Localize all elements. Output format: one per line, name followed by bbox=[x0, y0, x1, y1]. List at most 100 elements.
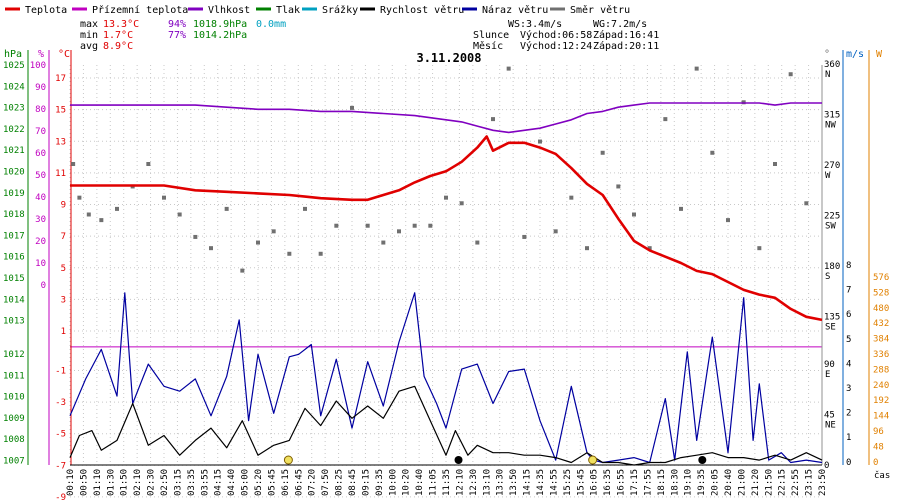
x-tick-label: 00:50 bbox=[79, 469, 89, 496]
wind-dir-point bbox=[553, 229, 558, 234]
wind-dir-point bbox=[757, 246, 762, 251]
legend-label-rain: Srážky bbox=[322, 4, 358, 16]
x-tick-label: 03:15 bbox=[173, 469, 183, 496]
x-tick-label: 01:50 bbox=[120, 469, 130, 496]
stat-min-label: min bbox=[80, 30, 98, 41]
wind-dir-point bbox=[287, 251, 292, 256]
dir-tick-label: 270 bbox=[824, 161, 840, 171]
hpa-tick-label: 1009 bbox=[3, 414, 25, 424]
x-tick-label: 15:45 bbox=[576, 469, 586, 496]
wind-dir-point bbox=[444, 195, 448, 200]
wind-dir-point bbox=[71, 162, 76, 166]
wind-dir-point bbox=[412, 223, 417, 228]
axis-deg-title: ° bbox=[824, 49, 830, 60]
x-tick-label: 16:05 bbox=[590, 469, 600, 496]
wind-dir-point bbox=[694, 66, 699, 71]
x-tick-label: 14:55 bbox=[549, 469, 559, 496]
hpa-tick-label: 1011 bbox=[3, 371, 25, 381]
x-tick-label: 09:35 bbox=[375, 469, 385, 496]
hpa-tick-label: 1017 bbox=[3, 231, 25, 241]
stat-avg-label: avg bbox=[80, 41, 98, 52]
w-tick-label: 576 bbox=[873, 273, 889, 283]
x-tick-label: 22:15 bbox=[778, 469, 788, 496]
temp-tick-label: 1 bbox=[61, 327, 66, 337]
temp-tick-label: 7 bbox=[61, 232, 66, 242]
sun-label: Slunce bbox=[473, 30, 509, 41]
dir-name-label: SE bbox=[825, 323, 836, 333]
x-tick-label: 20:05 bbox=[711, 469, 721, 496]
chart-title: 3.11.2008 bbox=[416, 51, 481, 65]
x-tick-label: 23:15 bbox=[805, 469, 815, 496]
hpa-tick-label: 1019 bbox=[3, 189, 25, 199]
x-tick-label: 10:40 bbox=[415, 469, 425, 496]
x-tick-label: 13:50 bbox=[509, 469, 519, 496]
temp-tick-label: 15 bbox=[55, 106, 66, 116]
axis-w-title: W bbox=[876, 49, 883, 60]
temp-tick-label: -9 bbox=[55, 493, 66, 500]
series-temperature bbox=[70, 135, 823, 322]
wind-dir-point bbox=[710, 150, 715, 155]
x-tick-label: 10:00 bbox=[388, 469, 398, 496]
sun-set: Západ:16:41 bbox=[593, 29, 659, 41]
axes: 1715131197531-1-3-5-7-910251024102310221… bbox=[3, 50, 889, 503]
dir-tick-label: 45 bbox=[824, 411, 835, 421]
x-tick-label: 06:15 bbox=[281, 469, 291, 496]
wind-dir-point bbox=[647, 246, 652, 251]
wind-dir-point bbox=[77, 195, 82, 200]
hpa-tick-label: 1025 bbox=[3, 61, 25, 71]
moon-marker bbox=[454, 456, 463, 464]
x-tick-label: 17:55 bbox=[643, 469, 653, 496]
temp-tick-label: -1 bbox=[55, 367, 66, 377]
wind-dir-point bbox=[350, 105, 354, 110]
x-tick-label: 01:10 bbox=[93, 469, 103, 496]
wind-dir-point bbox=[146, 162, 151, 166]
stat-max-temp: 13.3°C bbox=[103, 19, 139, 30]
dir-tick-label: 225 bbox=[824, 212, 840, 222]
x-tick-label: 14:15 bbox=[523, 469, 533, 496]
x-tick-label: 21:20 bbox=[751, 469, 761, 496]
ms-tick-label: 4 bbox=[846, 359, 851, 369]
temp-tick-label: -3 bbox=[55, 398, 66, 408]
x-tick-label: 04:40 bbox=[227, 469, 237, 496]
x-tick-label: 05:20 bbox=[254, 469, 264, 496]
ms-tick-label: 3 bbox=[846, 384, 851, 394]
w-tick-label: 48 bbox=[873, 442, 884, 452]
temp-tick-label: 11 bbox=[55, 169, 66, 179]
x-tick-label: 00:10 bbox=[66, 469, 76, 496]
wind-dir-point bbox=[475, 240, 480, 245]
hpa-tick-label: 1013 bbox=[3, 317, 25, 327]
x-axis-ticks: 00:10 00:50 01:10 01:30 01:50 02:10 02:30 02:50… bbox=[66, 469, 828, 496]
moon-marker bbox=[698, 456, 707, 464]
x-tick-label: 18:15 bbox=[657, 469, 667, 496]
wind-dir-point bbox=[365, 223, 370, 228]
stat-max-press: 1018.9hPa bbox=[193, 19, 247, 30]
wind-dir-point bbox=[240, 268, 245, 273]
ms-tick-label: 8 bbox=[846, 261, 851, 271]
axis-hpa-title: hPa bbox=[4, 49, 22, 60]
wind-dir-point bbox=[632, 212, 636, 217]
dir-name-label: SW bbox=[825, 222, 836, 232]
temp-tick-label: 9 bbox=[61, 201, 66, 211]
x-tick-label: 22:55 bbox=[791, 469, 801, 496]
pct-tick-label: 40 bbox=[35, 193, 46, 203]
pct-tick-label: 20 bbox=[35, 237, 46, 247]
dir-name-label: N bbox=[825, 70, 830, 80]
x-tick-label: 13:30 bbox=[496, 469, 506, 496]
grid bbox=[69, 65, 823, 498]
wind-dir-point bbox=[303, 206, 307, 211]
dir-name-label: S bbox=[825, 272, 830, 282]
x-tick-label: 12:30 bbox=[469, 469, 479, 496]
wind-stat-wg: WG:7.2m/s bbox=[593, 19, 647, 30]
ms-tick-label: 2 bbox=[846, 409, 851, 419]
stat-min-temp: 1.7°C bbox=[103, 30, 133, 41]
wind-dir-point bbox=[726, 218, 730, 223]
w-tick-label: 144 bbox=[873, 412, 889, 422]
hpa-tick-label: 1024 bbox=[3, 82, 25, 92]
moon-rise: Východ:12:24 bbox=[520, 40, 592, 52]
w-tick-label: 384 bbox=[873, 335, 889, 345]
ms-tick-label: 0 bbox=[846, 458, 851, 468]
temp-tick-label: 13 bbox=[55, 137, 66, 147]
x-tick-label: 13:10 bbox=[482, 469, 492, 496]
